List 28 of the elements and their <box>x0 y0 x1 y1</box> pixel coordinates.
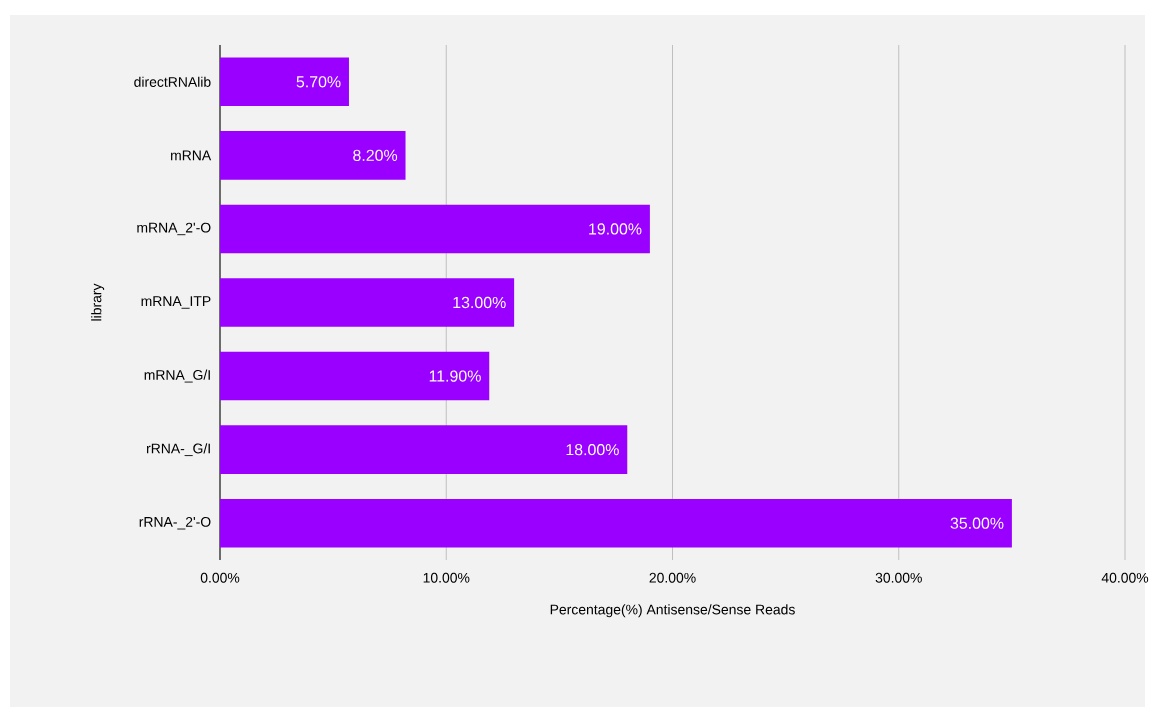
y-tick-label: mRNA_2'-O <box>137 222 211 236</box>
data-label: 5.70% <box>296 76 341 88</box>
data-label: 13.00% <box>453 296 506 309</box>
y-tick-label: directRNAlib <box>134 76 211 87</box>
data-label: 19.00% <box>589 223 642 235</box>
y-tick-label: rRNA-_2'-O <box>139 516 211 530</box>
data-label: 8.20% <box>353 149 398 161</box>
x-tick-label: 0.00% <box>200 572 240 583</box>
data-label: 35.00% <box>950 517 1004 529</box>
bar <box>220 278 515 327</box>
y-tick-label: mRNA <box>171 150 212 161</box>
bar <box>220 351 490 401</box>
y-tick-label: mRNA_G/I <box>144 369 210 383</box>
bar <box>220 57 349 107</box>
x-tick-label: 20.00% <box>649 572 696 583</box>
x-tick-label: 10.00% <box>423 572 470 583</box>
data-label: 18.00% <box>566 444 619 456</box>
bar <box>220 204 650 254</box>
bar <box>220 425 628 474</box>
y-tick-label: mRNA_ITP <box>141 296 211 309</box>
bar <box>220 498 1012 548</box>
y-axis-title: library <box>91 283 105 321</box>
y-tick-label: rRNA-_G/I <box>146 443 210 457</box>
x-tick-label: 40.00% <box>1101 572 1149 583</box>
data-label: 11.90% <box>429 370 481 382</box>
bar <box>220 131 406 180</box>
x-axis-title: Percentage(%) Antisense/Sense Reads <box>550 604 795 618</box>
x-tick-label: 30.00% <box>875 572 922 583</box>
